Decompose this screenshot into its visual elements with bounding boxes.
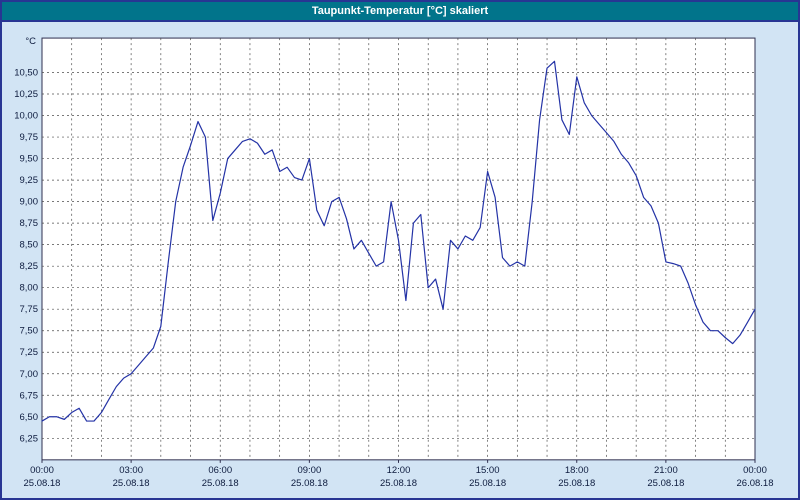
x-tick-date-label: 25.08.18 [202, 478, 239, 489]
x-tick-time-label: 06:00 [208, 465, 232, 476]
x-tick-time-label: 09:00 [297, 465, 321, 476]
x-tick-date-label: 26.08.18 [737, 478, 774, 489]
x-tick-date-label: 25.08.18 [113, 478, 150, 489]
x-tick-date-label: 25.08.18 [24, 478, 61, 489]
y-tick-label: 8,00 [20, 283, 38, 294]
x-tick-time-label: 00:00 [743, 465, 767, 476]
x-tick-date-label: 25.08.18 [380, 478, 417, 489]
series-line-taupunkt [41, 60, 756, 422]
y-tick-label: 6,75 [20, 390, 38, 401]
x-tick-time-label: 21:00 [654, 465, 678, 476]
y-tick-label: 6,25 [20, 433, 38, 444]
y-tick-label: 10,00 [14, 111, 38, 122]
window-titlebar: Taupunkt-Temperatur [°C] skaliert [2, 2, 798, 22]
x-tick-time-label: 00:00 [30, 465, 54, 476]
x-tick-date-label: 25.08.18 [558, 478, 595, 489]
y-tick-label: 9,00 [20, 197, 38, 208]
x-tick-time-label: 18:00 [565, 465, 589, 476]
y-tick-label: 6,50 [20, 412, 38, 423]
chart-container: 10,50 10,25 10,00 9,75 9,50 9,25 9,00 8,75 8,50 8… [2, 22, 798, 498]
y-tick-label: 8,25 [20, 261, 38, 272]
line-chart: 10,50 10,25 10,00 9,75 9,50 9,25 9,00 8,75 8,50 8… [14, 36, 774, 489]
x-tick-date-label: 25.08.18 [291, 478, 328, 489]
y-tick-label: 10,50 [14, 67, 38, 78]
x-tick-time-label: 03:00 [119, 465, 143, 476]
x-tick-time-label: 15:00 [476, 465, 500, 476]
y-tick-label: 8,50 [20, 240, 38, 251]
y-axis-unit-label: °C [25, 36, 36, 47]
y-tick-label: 7,50 [20, 326, 38, 337]
y-tick-label: 10,25 [14, 89, 38, 100]
y-tick-label: 7,00 [20, 369, 38, 380]
window-title: Taupunkt-Temperatur [°C] skaliert [311, 5, 489, 17]
y-tick-label: 9,25 [20, 175, 38, 186]
x-tick-time-label: 12:00 [387, 465, 411, 476]
y-tick-label: 7,25 [20, 347, 38, 358]
x-tick-date-label: 25.08.18 [469, 478, 506, 489]
x-tick-date-label: 25.08.18 [647, 478, 684, 489]
y-tick-label: 9,75 [20, 132, 38, 143]
y-tick-label: 8,75 [20, 218, 38, 229]
y-tick-label: 9,50 [20, 154, 38, 165]
y-tick-label: 7,75 [20, 304, 38, 315]
